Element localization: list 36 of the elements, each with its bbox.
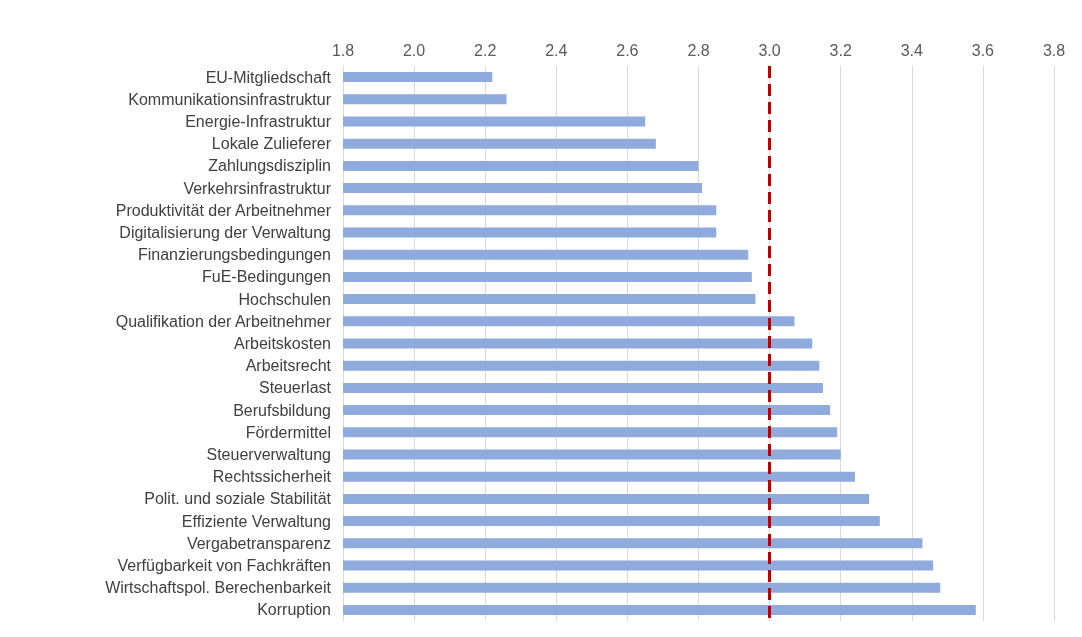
x-tick-label: 3.2 — [829, 41, 852, 59]
x-tick-label: 2.6 — [616, 41, 639, 59]
y-tick-label: Hochschulen — [238, 290, 331, 308]
y-tick-label: Digitalisierung der Verwaltung — [119, 224, 331, 241]
y-tick-label: Zahlungsdisziplin — [208, 157, 331, 175]
y-tick-label: Arbeitskosten — [234, 335, 331, 352]
y-tick-label: Effiziente Verwaltung — [181, 512, 331, 530]
y-tick-label: Verkehrsinfrastruktur — [183, 179, 332, 197]
y-tick-label: Vergabetransparenz — [186, 534, 331, 552]
x-tick-label: 2.8 — [687, 41, 710, 59]
y-tick-label: Steuerverwaltung — [206, 446, 331, 463]
x-tick-label: 3.8 — [1042, 41, 1066, 59]
y-tick-label: Finanzierungsbedingungen — [137, 246, 331, 264]
y-tick-label: Verfügbarkeit von Fachkräften — [117, 557, 331, 574]
y-tick-label: FuE-Bedingungen — [202, 268, 331, 286]
x-tick-label: 2.4 — [545, 41, 568, 59]
y-tick-label: Produktivität der Arbeitnehmer — [115, 201, 332, 219]
y-tick-label: EU-Mitgliedschaft — [205, 68, 332, 86]
y-tick-label: Kommunikationsinfrastruktur — [128, 90, 332, 108]
y-tick-label: Arbeitsrecht — [245, 357, 332, 375]
x-tick-label: 2.2 — [474, 41, 497, 59]
y-tick-label: Korruption — [257, 601, 331, 619]
x-tick-label: 1.8 — [331, 41, 355, 59]
x-tick-label: 3.0 — [758, 41, 781, 59]
y-tick-label: Qualifikation der Arbeitnehmer — [115, 312, 332, 330]
y-tick-label: Rechtssicherheit — [212, 468, 332, 486]
y-tick-label: Fördermittel — [245, 423, 331, 441]
x-tick-label: 3.4 — [900, 41, 924, 59]
y-tick-label: Polit. und soziale Stabilität — [144, 490, 332, 508]
x-tick-label: 3.6 — [971, 41, 995, 59]
x-tick-label: 2.0 — [402, 41, 426, 59]
y-tick-label: Energie-Infrastruktur — [185, 113, 332, 130]
y-tick-label: Steuerlast — [258, 379, 332, 397]
y-tick-label: Berufsbildung — [233, 401, 331, 419]
y-tick-label: Wirtschaftspol. Berechenbarkeit — [105, 579, 332, 597]
y-tick-label: Lokale Zulieferer — [211, 135, 332, 153]
